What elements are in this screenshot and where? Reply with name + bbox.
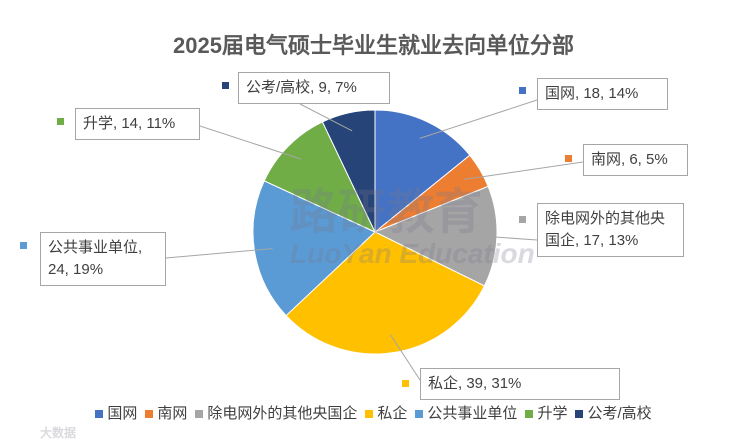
data-label: 除电网外的其他央国企, 17, 13% [537, 203, 684, 257]
pie-slice [263, 121, 377, 234]
pie-slice [321, 109, 376, 233]
legend-swatch [145, 410, 154, 419]
leader-line [419, 99, 538, 139]
chart-title: 2025届电气硕士毕业生就业去向单位分部 [173, 33, 574, 58]
legend-item: 除电网外的其他央国企 [195, 402, 357, 423]
legend-label: 公共事业单位 [427, 405, 518, 422]
leader-line [389, 334, 421, 381]
legend-label: 国网 [107, 405, 138, 422]
pie-slice [374, 109, 471, 234]
label-marker [20, 242, 27, 249]
legend-item: 南网 [145, 402, 187, 423]
legend-item: 升学 [525, 402, 567, 423]
leader-line [199, 125, 302, 160]
label-marker [519, 87, 526, 94]
watermark: LuoYan Education [290, 238, 535, 269]
pie-slice [252, 180, 376, 317]
legend-swatch [95, 410, 104, 419]
legend-swatch [415, 410, 424, 419]
legend-label: 公考/高校 [587, 405, 652, 422]
leader-line [464, 161, 584, 180]
legend-swatch [365, 410, 374, 419]
label-marker [402, 380, 409, 387]
legend-swatch [575, 410, 584, 419]
pie-slice [285, 231, 486, 355]
legend-swatch [525, 410, 534, 419]
legend-item: 私企 [365, 402, 407, 423]
legend-label: 南网 [157, 405, 188, 422]
legend-swatch [195, 410, 204, 419]
data-label: 南网, 6, 5% [583, 144, 688, 176]
legend-item: 国网 [95, 402, 137, 423]
pie-slice [373, 185, 498, 287]
legend-label: 除电网外的其他央国企 [207, 405, 358, 422]
legend: 国网 南网 除电网外的其他央国企 私企 公共事业单位 升学 公考/高校 [0, 402, 747, 423]
data-label: 公考/高校, 9, 7% [238, 72, 390, 104]
leader-line [299, 103, 353, 132]
label-marker [519, 216, 526, 223]
leader-line [165, 248, 273, 259]
watermark: 大数据 [40, 426, 77, 440]
label-marker [565, 155, 572, 162]
label-marker [57, 118, 64, 125]
legend-label: 私企 [377, 405, 408, 422]
data-label: 国网, 18, 14% [537, 78, 668, 110]
data-label: 升学, 14, 11% [75, 108, 200, 140]
label-marker [222, 82, 229, 89]
legend-item: 公共事业单位 [415, 402, 517, 423]
legend-label: 升学 [537, 405, 568, 422]
legend-item: 公考/高校 [575, 402, 652, 423]
data-label: 公共事业单位, 24, 19% [40, 232, 166, 286]
watermark: 路研教育 [290, 186, 483, 239]
data-label: 私企, 39, 31% [420, 368, 620, 400]
leader-line [478, 235, 538, 241]
